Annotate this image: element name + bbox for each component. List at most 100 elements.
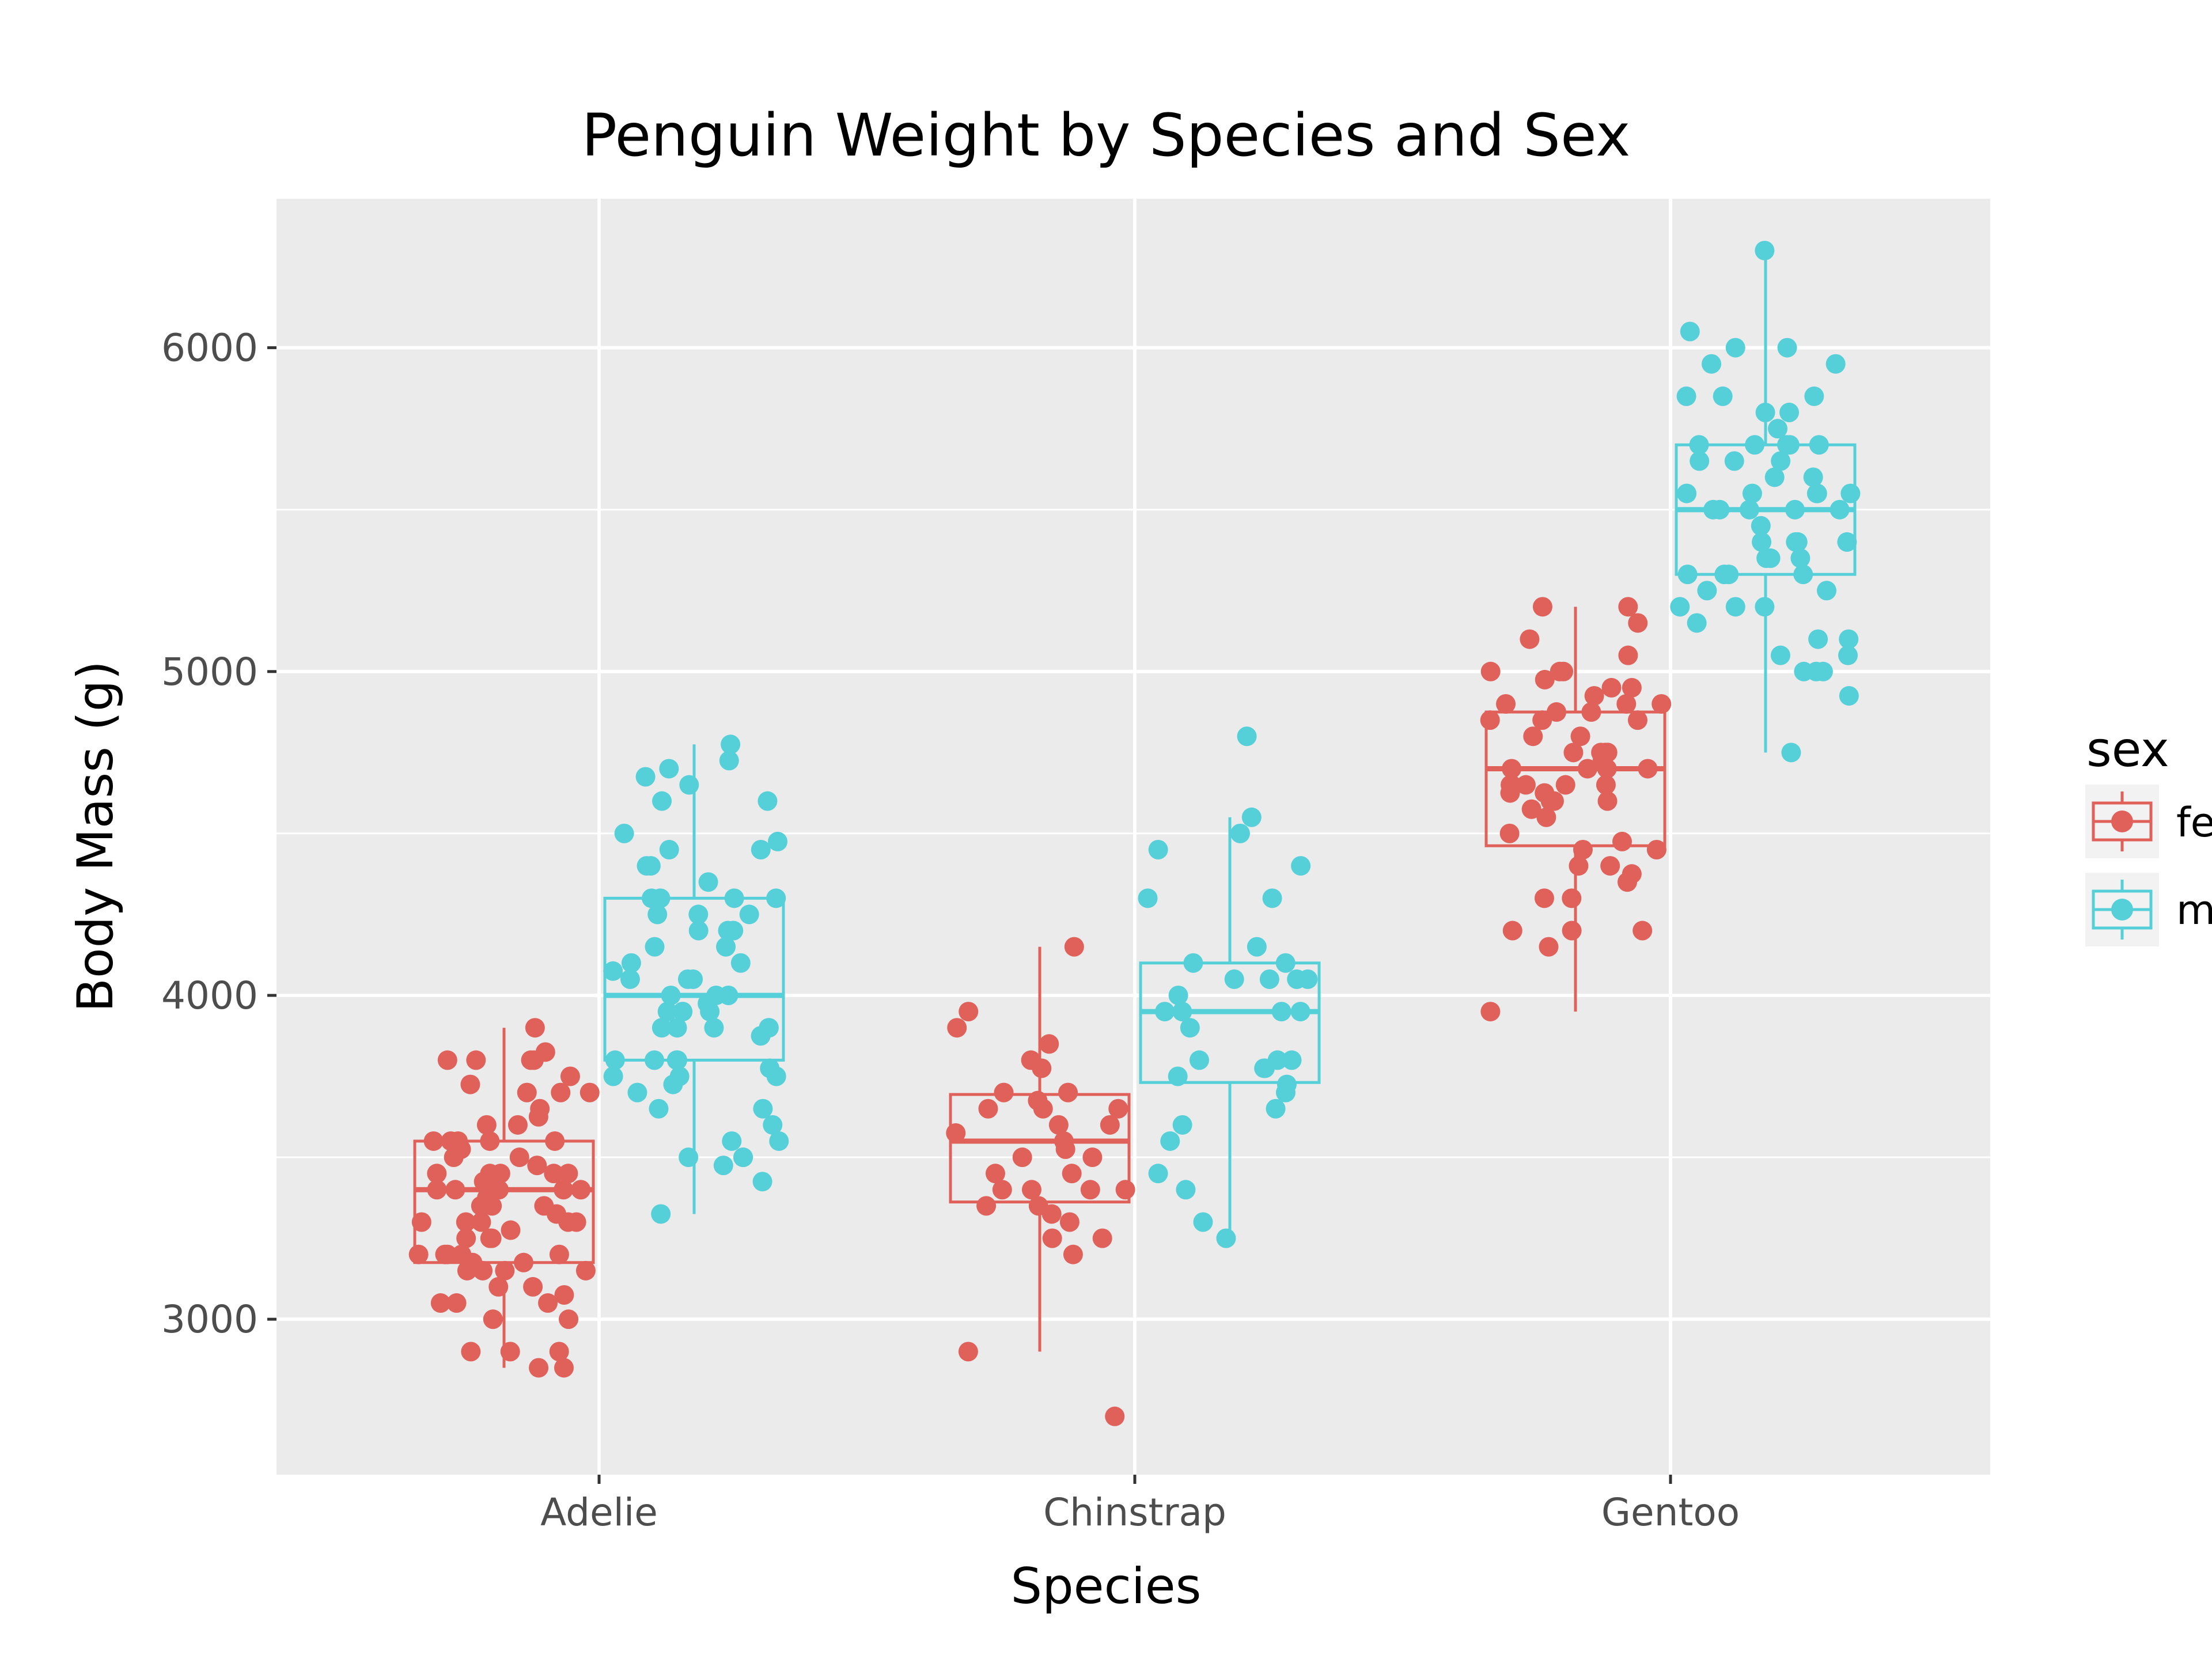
data-point-male <box>1803 467 1823 487</box>
data-point-male <box>739 904 759 925</box>
data-point-male <box>1259 969 1279 989</box>
data-point-female <box>445 1180 465 1200</box>
data-point-female <box>473 1260 493 1281</box>
data-point-male <box>1787 532 1808 552</box>
data-point-female <box>1480 1002 1501 1022</box>
data-point-female <box>1573 839 1593 859</box>
data-point-female <box>1532 597 1552 617</box>
data-point-female <box>523 1277 543 1297</box>
legend-key-point <box>2111 810 2133 832</box>
data-point-female <box>546 1204 566 1224</box>
data-point-male <box>700 1002 720 1022</box>
data-point-female <box>1627 710 1647 730</box>
data-point-female <box>1652 694 1672 714</box>
data-point-male <box>1839 685 1859 706</box>
data-point-female <box>1064 937 1084 957</box>
data-point-female <box>1059 1212 1080 1232</box>
data-point-female <box>554 1358 574 1378</box>
data-point-male <box>722 1131 742 1151</box>
legend-key-male <box>2092 880 2153 940</box>
data-point-male <box>1702 354 1722 374</box>
x-tick-label: Chinstrap <box>1043 1490 1226 1535</box>
data-point-female <box>994 1082 1014 1103</box>
data-point-female <box>1499 823 1520 843</box>
data-point-female <box>1563 743 1584 763</box>
box-male-adelie <box>603 744 785 1214</box>
data-point-female <box>1100 1115 1120 1135</box>
data-point-male <box>1154 1002 1175 1022</box>
data-point-male <box>730 953 751 973</box>
data-point-male <box>1703 499 1724 520</box>
data-point-female <box>1048 1115 1069 1135</box>
data-point-male <box>1172 1002 1192 1022</box>
data-point-female <box>490 1164 510 1184</box>
data-point-male <box>1725 338 1745 358</box>
data-point-female <box>408 1244 429 1264</box>
data-point-female <box>1547 702 1567 722</box>
data-point-male <box>1785 499 1805 520</box>
data-point-female <box>488 1277 509 1297</box>
data-point-male <box>698 872 718 892</box>
data-point-female <box>1532 710 1552 730</box>
data-point-female <box>1534 888 1554 908</box>
data-point-female <box>551 1082 571 1103</box>
data-point-male <box>679 1147 699 1168</box>
data-point-female <box>423 1131 444 1151</box>
data-point-male <box>1680 321 1700 342</box>
data-point-male <box>614 823 634 843</box>
data-point-male <box>1830 499 1850 520</box>
data-point-male <box>766 888 786 908</box>
data-point-male <box>1770 645 1790 665</box>
data-point-female <box>978 1099 998 1119</box>
data-point-male <box>659 759 679 779</box>
data-point-male <box>1224 969 1244 989</box>
data-point-female <box>482 1228 502 1248</box>
data-point-male <box>647 904 668 925</box>
data-point-female <box>452 1244 472 1264</box>
data-point-female <box>554 1285 574 1305</box>
data-point-male <box>724 888 744 908</box>
data-point-female <box>1042 1228 1062 1248</box>
data-point-male <box>719 751 739 771</box>
data-point-male <box>769 1131 789 1151</box>
data-point-female <box>1569 856 1589 876</box>
grid-layer <box>276 199 1990 1475</box>
data-point-male <box>1670 597 1690 617</box>
data-point-male <box>1813 661 1833 681</box>
data-point-male <box>1697 581 1717 601</box>
x-tick-label: Adelie <box>540 1490 658 1535</box>
data-point-male <box>1751 516 1771 536</box>
data-point-male <box>1724 451 1744 471</box>
data-point-male <box>1745 435 1765 455</box>
y-axis-title: Body Mass (g) <box>67 661 124 1012</box>
data-point-male <box>1793 565 1813 585</box>
data-point-male <box>666 1050 687 1070</box>
data-point-female <box>495 1260 515 1281</box>
data-point-female <box>1063 1244 1083 1264</box>
data-point-female <box>1108 1099 1128 1119</box>
data-point-female <box>947 1018 967 1038</box>
data-point-male <box>603 1066 623 1086</box>
data-point-male <box>1817 581 1837 601</box>
data-point-male <box>733 1147 753 1168</box>
data-point-female <box>559 1309 579 1330</box>
data-point-female <box>527 1156 547 1176</box>
data-point-male <box>1262 888 1282 908</box>
data-point-female <box>549 1342 569 1362</box>
data-point-male <box>621 953 641 973</box>
data-point-male <box>1160 1131 1180 1151</box>
data-point-male <box>663 1074 683 1094</box>
data-point-male <box>641 856 661 876</box>
data-point-female <box>528 1107 548 1127</box>
data-point-female <box>1581 702 1601 722</box>
data-point-female <box>456 1212 476 1232</box>
data-point-female <box>1516 775 1536 795</box>
data-point-male <box>1794 661 1814 681</box>
data-point-male <box>1809 435 1829 455</box>
data-point-male <box>635 767 656 787</box>
data-point-male <box>721 734 741 755</box>
data-point-female <box>1041 1204 1062 1224</box>
data-point-male <box>1690 451 1710 471</box>
data-point-male <box>766 1066 786 1086</box>
